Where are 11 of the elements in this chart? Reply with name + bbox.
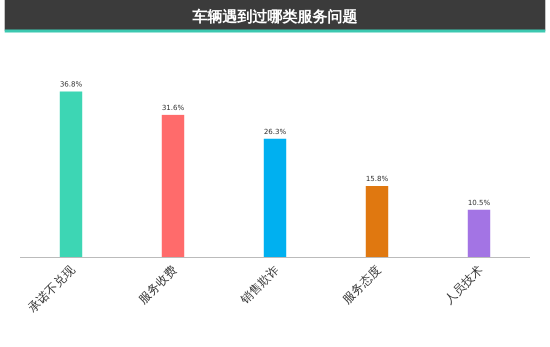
bar	[264, 138, 286, 257]
bar	[468, 210, 490, 257]
bar	[162, 114, 184, 257]
x-tick-label: 服务态度	[340, 262, 384, 307]
chart-title: 车辆遇到过哪类服务问题	[192, 7, 358, 26]
x-tick-label: 人员技术	[442, 262, 486, 307]
x-tick-label: 服务收费	[136, 262, 180, 307]
x-tick-label: 销售欺诈	[236, 262, 282, 308]
x-tick-label: 承诺不兑现	[25, 262, 78, 316]
bar	[366, 186, 388, 257]
bar	[60, 92, 82, 257]
